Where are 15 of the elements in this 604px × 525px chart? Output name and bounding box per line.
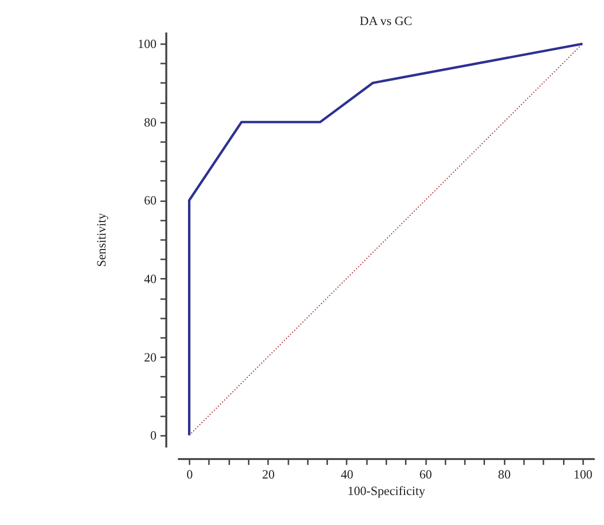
y-tick-label: 80 [144,115,157,130]
x-axis-title: 100-Specificity [348,484,426,498]
x-tick-label: 40 [340,467,354,482]
y-tick-label: 100 [138,37,157,52]
y-tick-label: 60 [144,194,157,208]
chart-title: DA vs GC [360,14,412,28]
y-tick-label: 20 [144,350,157,364]
y-axis-title: Sensitivity [94,212,109,267]
x-tick-label: 60 [419,467,432,482]
x-tick-label: 0 [186,467,193,482]
x-tick-label: 20 [262,467,275,482]
y-tick-label: 0 [150,428,157,443]
y-tick-label: 40 [144,272,157,286]
x-tick-label: 80 [498,467,511,482]
x-tick-label: 100 [574,467,592,482]
